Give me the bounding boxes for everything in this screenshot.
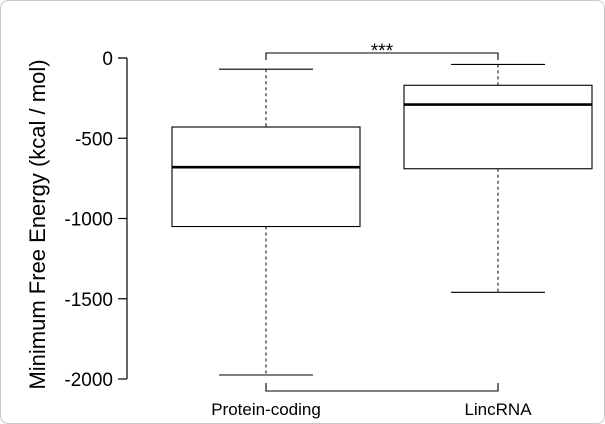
significance-annotation: *** — [265, 41, 499, 62]
y-axis-label: Minimum Free Energy (kcal / mol) — [25, 59, 50, 389]
x-axis-bracket — [265, 383, 499, 392]
x-category-label: Protein-coding — [211, 400, 321, 419]
boxes — [171, 63, 593, 376]
y-tick-label: -1500 — [64, 290, 113, 311]
y-tick-label: -2000 — [64, 370, 113, 391]
y-tick-label: -500 — [75, 129, 113, 150]
x-axis: Protein-coding LincRNA — [211, 383, 532, 419]
y-tick-label: 0 — [102, 49, 113, 70]
interquartile-box — [171, 126, 361, 228]
y-axis: 0 -500 -1000 -1500 -2000 — [64, 49, 128, 391]
x-category-label: LincRNA — [464, 400, 532, 419]
y-tick-label: -1000 — [64, 210, 113, 231]
x-labels: Protein-coding LincRNA — [211, 400, 532, 419]
y-ticks: 0 -500 -1000 -1500 -2000 — [64, 49, 127, 391]
box-lincrna — [403, 63, 593, 293]
significance-bracket — [265, 52, 499, 60]
interquartile-box — [403, 84, 593, 170]
significance-stars: *** — [371, 41, 394, 62]
box-protein-coding — [171, 68, 361, 376]
